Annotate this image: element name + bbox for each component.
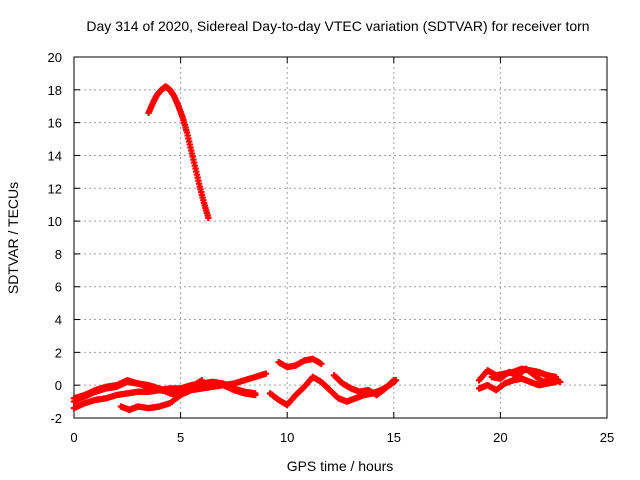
- data-point: [318, 360, 325, 368]
- x-tick-label: 0: [70, 430, 77, 445]
- tick-layer: 0 5 10 15 20 25 -2 0 2 4 6 8 10 12 14 16 18 20: [48, 50, 615, 445]
- series-high-arc: [145, 83, 212, 222]
- x-tick-label: 15: [387, 430, 401, 445]
- y-tick-label: 10: [48, 214, 62, 229]
- y-tick-label: 14: [48, 148, 62, 163]
- y-axis-label: SDTVAR / TECUs: [5, 182, 21, 294]
- y-tick-label: 12: [48, 181, 62, 196]
- x-axis-label: GPS time / hours: [287, 458, 394, 474]
- series-track-4: [117, 377, 206, 413]
- data-point: [252, 390, 259, 397]
- series-track-7: [330, 372, 397, 399]
- series-track-10: [488, 365, 564, 386]
- x-tick-label: 5: [177, 430, 184, 445]
- y-tick-label: 16: [48, 116, 62, 131]
- chart-title: Day 314 of 2020, Sidereal Day-to-day VTE…: [86, 18, 589, 34]
- y-tick-label: 20: [48, 50, 62, 65]
- series-track-9: [475, 375, 560, 394]
- y-tick-label: 0: [55, 378, 62, 393]
- plot-frame: [73, 56, 608, 419]
- data-point: [262, 370, 270, 377]
- data-point: [198, 377, 206, 384]
- marker-layer: [70, 83, 564, 413]
- x-tick-label: 20: [493, 430, 507, 445]
- x-tick-label: 25: [600, 430, 614, 445]
- x-tick-label: 10: [280, 430, 294, 445]
- y-tick-label: 18: [48, 83, 62, 98]
- series-track-3: [70, 378, 259, 405]
- series-track-6: [275, 355, 325, 371]
- data-point: [205, 214, 212, 222]
- y-tick-label: 8: [55, 247, 62, 262]
- y-tick-label: 2: [55, 345, 62, 360]
- y-tick-label: -2: [50, 411, 62, 426]
- data-point: [390, 377, 397, 384]
- data-point: [556, 378, 564, 386]
- y-tick-label: 4: [55, 313, 62, 328]
- y-tick-label: 6: [55, 280, 62, 295]
